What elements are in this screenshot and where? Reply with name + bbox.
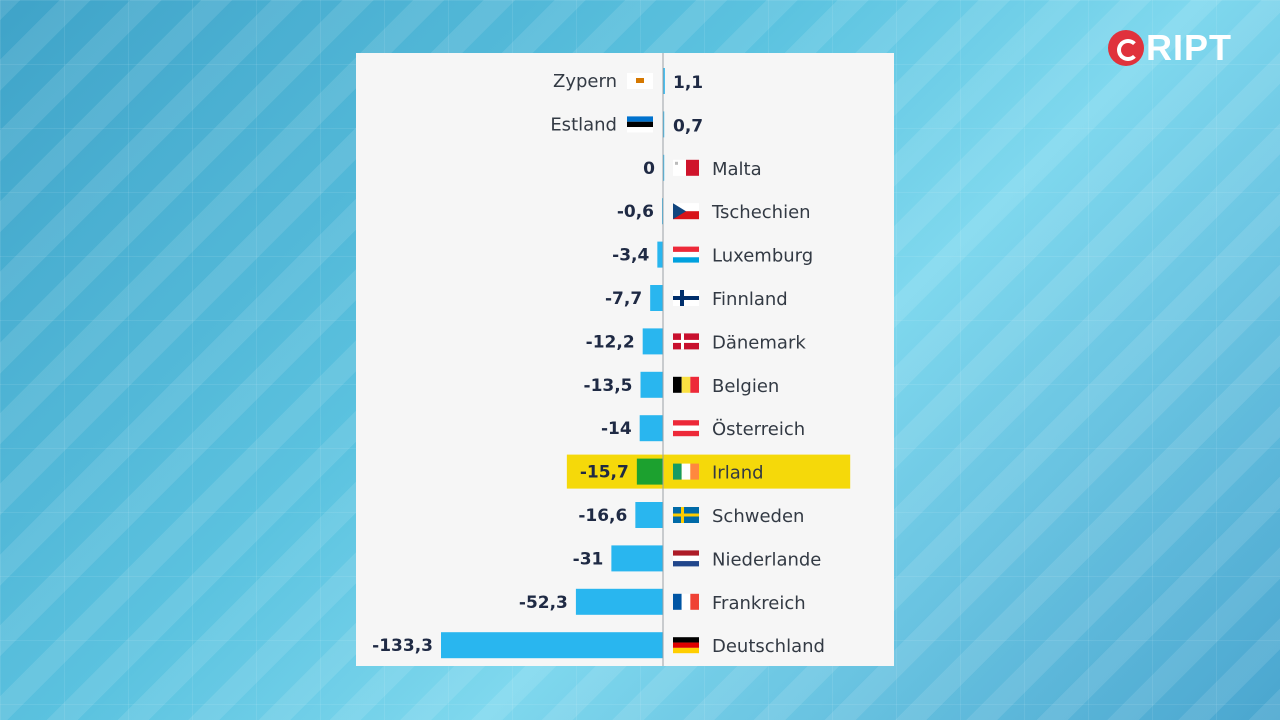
austria-flag-part <box>673 425 699 431</box>
value-label: 1,1 <box>673 73 703 93</box>
malta-flag <box>673 159 699 176</box>
czech-flag <box>673 203 699 220</box>
estonia-flag-part <box>627 121 653 128</box>
belgium-flag-part <box>690 376 699 393</box>
malta-flag-part <box>675 161 678 165</box>
ireland-flag <box>673 463 699 480</box>
bar <box>575 588 663 615</box>
malta-flag-part <box>686 159 699 176</box>
bar <box>657 241 663 268</box>
germany-flag <box>673 637 699 654</box>
sweden-flag-part <box>681 507 684 523</box>
value-label: -31 <box>573 549 604 569</box>
cyprus-flag <box>627 73 653 89</box>
ireland-flag-part <box>673 463 682 480</box>
cyprus-flag-part <box>636 78 644 83</box>
ireland-flag-part <box>690 463 699 480</box>
belgium-flag-part <box>673 376 682 393</box>
france-flag <box>673 593 699 610</box>
value-label: 0,7 <box>673 116 703 136</box>
bar <box>663 154 665 181</box>
denmark-flag-part <box>673 339 699 343</box>
luxembourg-flag-part <box>673 257 699 263</box>
bar <box>663 111 665 138</box>
estonia-flag <box>627 116 653 133</box>
bar <box>650 285 663 311</box>
category-label: Belgien <box>712 376 779 397</box>
value-label: -133,3 <box>372 636 433 656</box>
denmark-flag-part <box>681 333 684 350</box>
category-label: Deutschland <box>712 636 825 657</box>
highlight-box <box>566 454 851 489</box>
category-label: Finnland <box>712 289 788 310</box>
netherlands-flag-part <box>673 561 699 567</box>
category-label: Frankreich <box>712 593 806 614</box>
bar <box>635 502 663 528</box>
austria-flag <box>673 420 699 437</box>
category-label: Malta <box>712 159 762 180</box>
value-label: -15,7 <box>580 463 629 483</box>
finland-flag-part <box>680 290 684 306</box>
bar-chart: Zypern 1,1 Estland 0,7 0 Malta -0,6 Tschechien -… <box>372 53 851 666</box>
category-label: Niederlande <box>712 549 821 570</box>
france-flag-part <box>673 593 682 610</box>
estonia-flag-part <box>627 127 653 133</box>
value-label: -16,6 <box>578 506 627 526</box>
luxembourg-flag <box>673 246 699 263</box>
value-label: -14 <box>601 419 632 439</box>
czech-flag-part <box>673 211 699 220</box>
netherlands-flag-part <box>673 550 699 556</box>
austria-flag-part <box>673 420 699 426</box>
bar <box>611 545 663 572</box>
category-label: Österreich <box>712 418 805 440</box>
bar <box>663 68 665 94</box>
estonia-flag-part <box>627 116 653 122</box>
france-flag-part <box>681 593 691 610</box>
finland-flag-part <box>673 296 699 300</box>
belgium-flag <box>673 376 699 393</box>
austria-flag-part <box>673 430 699 437</box>
value-label: -3,4 <box>612 246 649 266</box>
luxembourg-flag-part <box>673 246 699 252</box>
bar <box>636 458 663 485</box>
bar <box>441 632 663 659</box>
belgium-flag-part <box>681 376 691 393</box>
sweden-flag <box>673 507 699 523</box>
sweden-flag-part <box>673 513 699 517</box>
germany-flag-part <box>673 642 699 648</box>
czech-flag-triangle <box>673 203 686 220</box>
category-label: Dänemark <box>712 332 806 353</box>
value-label: -52,3 <box>519 593 568 613</box>
category-label: Luxemburg <box>712 246 813 267</box>
ireland-flag-part <box>681 463 691 480</box>
value-label: -7,7 <box>605 289 642 309</box>
category-label: Schweden <box>712 506 804 527</box>
category-label: Irland <box>712 463 764 484</box>
value-label: -12,2 <box>586 332 635 352</box>
luxembourg-flag-part <box>673 251 699 258</box>
ript-logo: RIPT <box>1108 28 1232 68</box>
netherlands-flag <box>673 550 699 567</box>
value-label: -0,6 <box>617 202 654 222</box>
malta-flag-part <box>673 159 686 176</box>
bar <box>640 371 663 398</box>
germany-flag-part <box>673 637 699 643</box>
category-label: Estland <box>550 114 617 135</box>
value-label: 0 <box>643 159 655 179</box>
ript-logo-icon <box>1108 30 1144 66</box>
bar <box>642 328 663 355</box>
france-flag-part <box>690 593 699 610</box>
value-label: -13,5 <box>584 376 633 396</box>
czech-flag-part <box>673 203 699 212</box>
finland-flag <box>673 290 699 306</box>
category-label: Tschechien <box>711 202 811 223</box>
chart-panel: Zypern 1,1 Estland 0,7 0 Malta -0,6 Tschechien -… <box>356 53 894 666</box>
bar <box>639 415 663 442</box>
denmark-flag <box>673 333 699 350</box>
ript-logo-text: RIPT <box>1146 27 1233 68</box>
netherlands-flag-part <box>673 555 699 562</box>
germany-flag-part <box>673 647 699 654</box>
category-label: Zypern <box>553 71 617 92</box>
